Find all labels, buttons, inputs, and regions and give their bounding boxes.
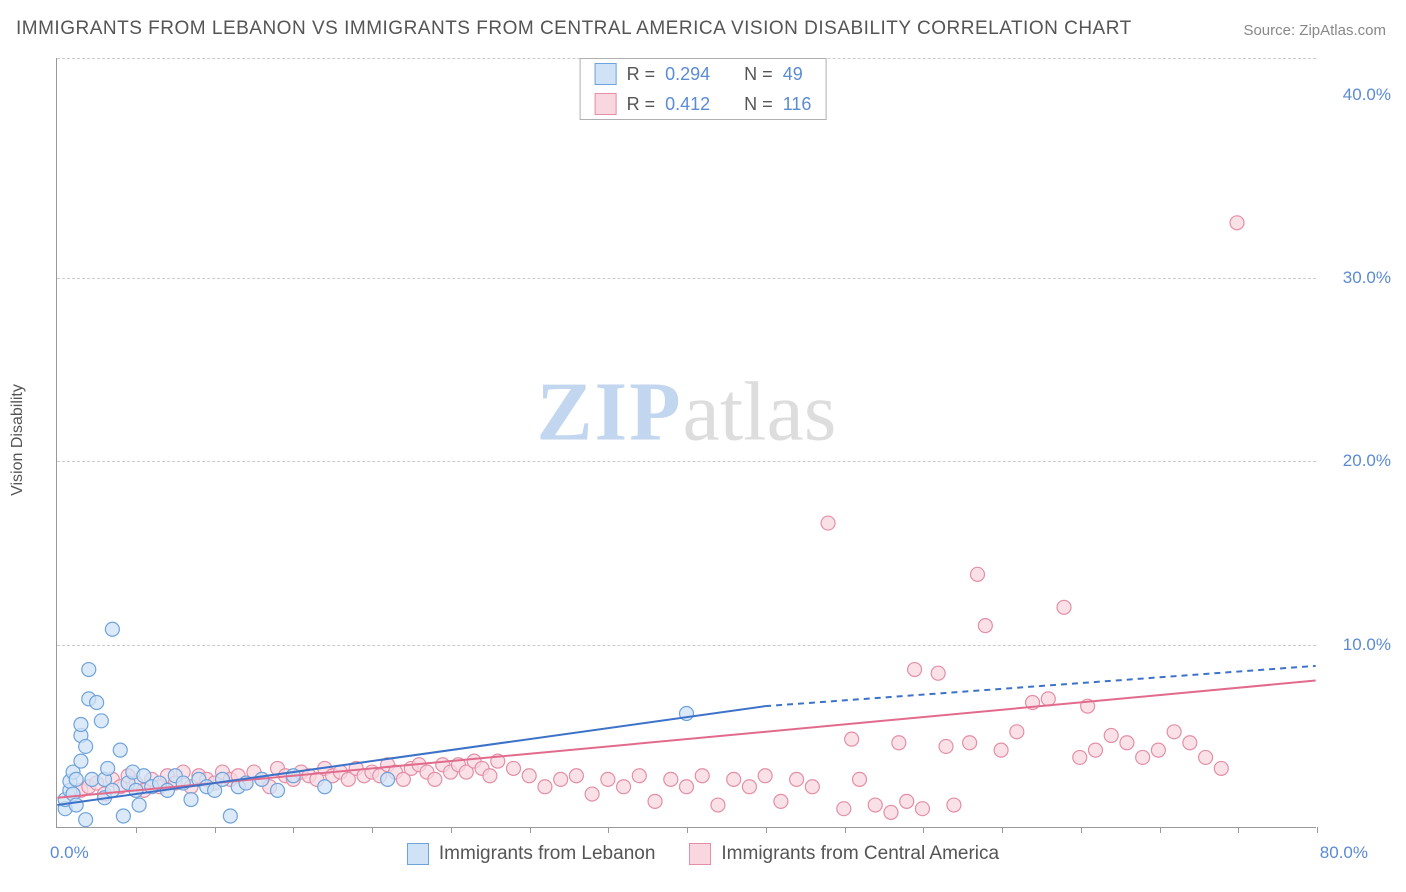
n-label: N = xyxy=(744,94,773,115)
x-tick-label-0: 0.0% xyxy=(50,843,89,863)
x-tick-label-80: 80.0% xyxy=(1320,843,1368,863)
plot-area: ZIPatlas xyxy=(56,58,1316,828)
legend-row-lebanon: R = 0.294 N = 49 xyxy=(581,59,826,89)
series-legend-central-america: Immigrants from Central America xyxy=(689,843,999,865)
r-label: R = xyxy=(627,64,656,85)
r-label: R = xyxy=(627,94,656,115)
n-value-central-america: 116 xyxy=(783,94,812,115)
n-label: N = xyxy=(744,64,773,85)
series-swatch-central-america xyxy=(689,843,711,865)
chart-title: IMMIGRANTS FROM LEBANON VS IMMIGRANTS FR… xyxy=(16,18,1132,40)
series-label-central-america: Immigrants from Central America xyxy=(721,843,999,865)
y-axis-label: Vision Disability xyxy=(9,384,27,496)
y-tick-label: 10.0% xyxy=(1343,635,1391,655)
y-tick-label: 30.0% xyxy=(1343,268,1391,288)
legend-swatch-lebanon xyxy=(595,63,617,85)
legend-swatch-central-america xyxy=(595,93,617,115)
legend-row-central-america: R = 0.412 N = 116 xyxy=(581,89,826,119)
series-label-lebanon: Immigrants from Lebanon xyxy=(439,843,656,865)
r-value-central-america: 0.412 xyxy=(665,94,710,115)
series-legend: Immigrants from Lebanon Immigrants from … xyxy=(0,843,1406,865)
n-value-lebanon: 49 xyxy=(783,64,803,85)
scatter-svg xyxy=(57,58,1316,827)
series-legend-lebanon: Immigrants from Lebanon xyxy=(407,843,656,865)
series-swatch-lebanon xyxy=(407,843,429,865)
r-value-lebanon: 0.294 xyxy=(665,64,710,85)
y-tick-label: 20.0% xyxy=(1343,451,1391,471)
correlation-legend: R = 0.294 N = 49 R = 0.412 N = 116 xyxy=(580,58,827,120)
source-attribution: Source: ZipAtlas.com xyxy=(1243,22,1386,39)
y-tick-label: 40.0% xyxy=(1343,85,1391,105)
